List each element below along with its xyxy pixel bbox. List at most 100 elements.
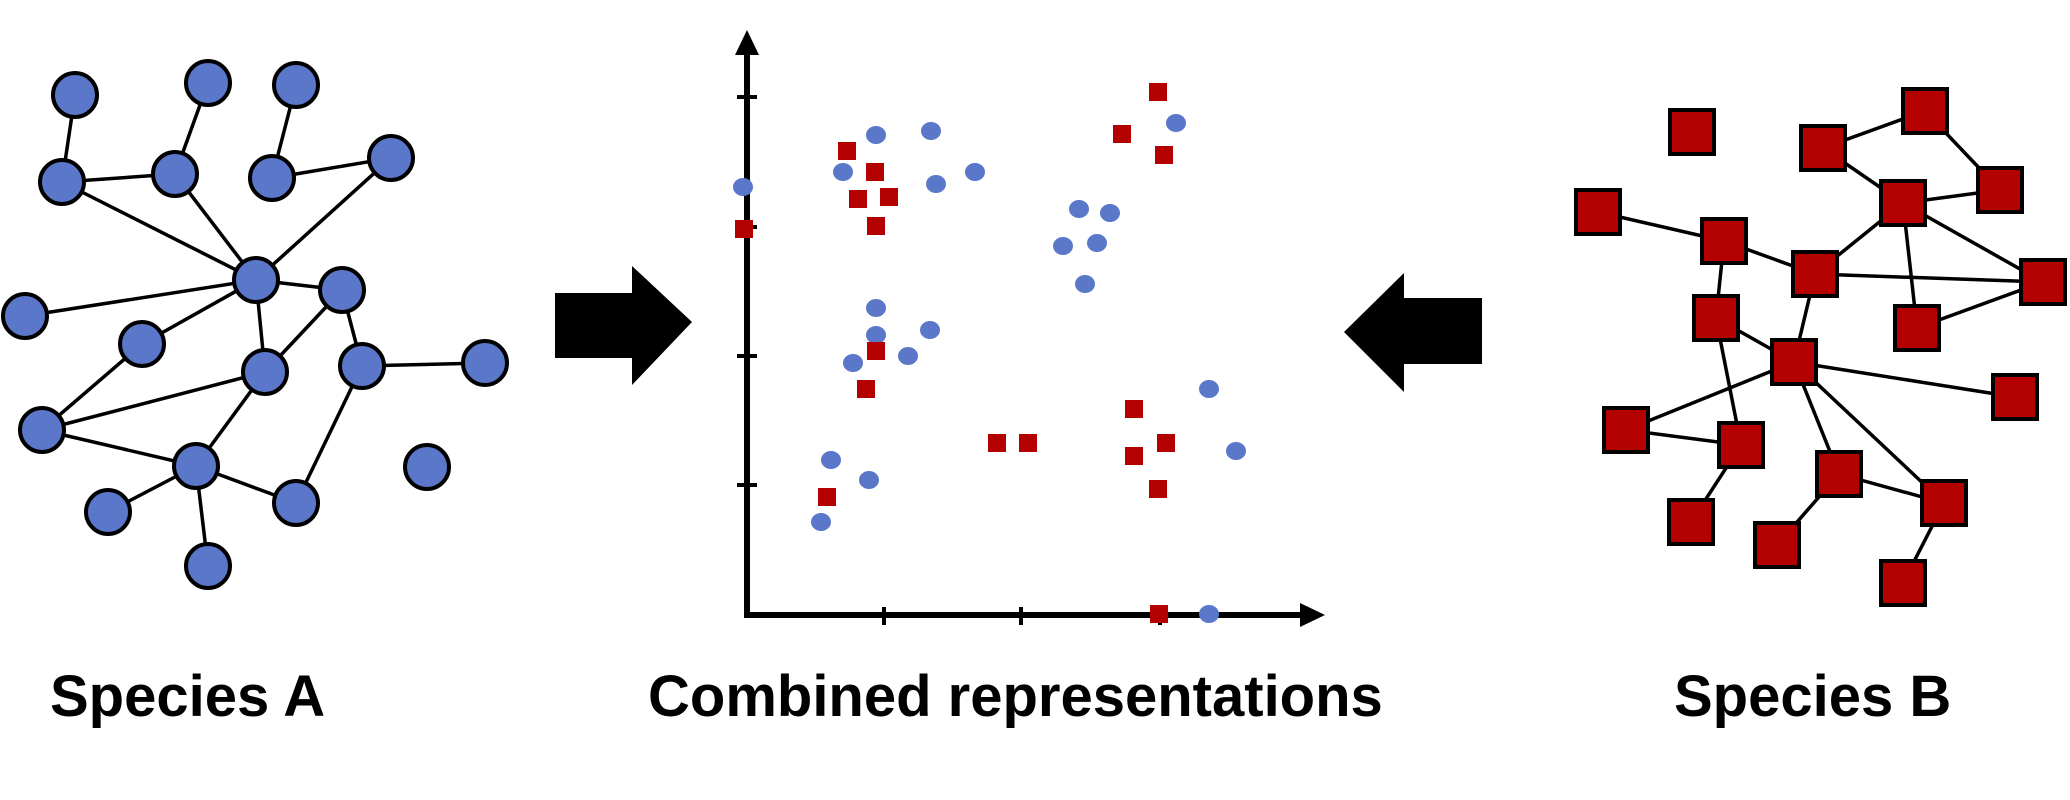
species-b-node [1893, 304, 1941, 352]
species-a-node [1, 292, 49, 340]
species-b-node [1667, 498, 1715, 546]
blue-point [866, 326, 886, 344]
species-b-edge [1792, 360, 1946, 505]
red-point [1150, 605, 1168, 623]
species-b-node [1668, 108, 1716, 156]
blue-point [821, 451, 841, 469]
red-point [818, 488, 836, 506]
blue-point [1087, 234, 1107, 252]
species-a-node [461, 339, 509, 387]
blue-point [1199, 605, 1219, 623]
red-point [1157, 434, 1175, 452]
blue-point [921, 122, 941, 140]
species-a-node [272, 61, 320, 109]
species-a-network [1, 59, 509, 590]
combined-representations-label: Combined representations [648, 664, 1383, 729]
red-point [867, 217, 885, 235]
species-a-node [184, 542, 232, 590]
blue-point [926, 175, 946, 193]
blue-point [1166, 114, 1186, 132]
species-a-node [241, 348, 289, 396]
combined-scatter-plot [733, 30, 1325, 627]
species-b-node [1815, 450, 1863, 498]
species-b-node [1753, 521, 1801, 569]
red-point [735, 220, 753, 238]
x-axis-arrowhead [1300, 603, 1325, 627]
red-point [1125, 447, 1143, 465]
blue-point [1199, 380, 1219, 398]
species-b-network [1574, 87, 2067, 607]
species-a-edge [41, 428, 197, 468]
red-point [1149, 480, 1167, 498]
species-a-edge [254, 156, 393, 282]
species-b-node [1692, 294, 1740, 342]
species-b-edge [1793, 360, 2016, 399]
blue-point [1075, 275, 1095, 293]
blue-point [866, 126, 886, 144]
species-a-node [18, 406, 66, 454]
blue-point [1053, 237, 1073, 255]
species-a-node [248, 154, 296, 202]
species-a-node [38, 158, 86, 206]
red-point [1125, 400, 1143, 418]
species-b-node [1602, 406, 1650, 454]
species-b-node [1717, 421, 1765, 469]
species-a-node [172, 442, 220, 490]
red-point [1113, 125, 1131, 143]
blue-point [1226, 442, 1246, 460]
species-a-node [318, 266, 366, 314]
red-point [1155, 146, 1173, 164]
species-a-node [151, 150, 199, 198]
species-a-node [232, 256, 280, 304]
blue-point [859, 471, 879, 489]
red-point [857, 380, 875, 398]
species-a-node [338, 342, 386, 390]
species-a-node [403, 443, 451, 491]
red-point [988, 434, 1006, 452]
red-point [867, 342, 885, 360]
species-b-node [1920, 479, 1968, 527]
species-a-node [184, 59, 232, 107]
species-b-edge [1625, 360, 1795, 432]
blue-point [866, 299, 886, 317]
species-b-node [1791, 250, 1839, 298]
y-axis-arrowhead [735, 30, 759, 55]
species-b-node [1976, 166, 2024, 214]
red-point [866, 163, 884, 181]
species-b-node [1879, 559, 1927, 607]
right-arrow [555, 266, 692, 385]
species-b-node [1901, 87, 1949, 135]
species-b-node [1574, 188, 1622, 236]
species-a-label: Species A [50, 664, 326, 729]
blue-point [965, 163, 985, 181]
blue-point [1100, 204, 1120, 222]
species-a-edge [41, 370, 266, 432]
species-a-edge [61, 180, 257, 282]
left-arrow [1344, 273, 1482, 392]
species-a-node [272, 479, 320, 527]
species-b-node [1991, 373, 2039, 421]
red-point [838, 142, 856, 160]
blue-point [920, 321, 940, 339]
blue-point [1069, 200, 1089, 218]
red-point [1019, 434, 1037, 452]
red-point [1149, 83, 1167, 101]
species-a-node [118, 320, 166, 368]
species-a-node [84, 488, 132, 536]
species-b-node [1879, 179, 1927, 227]
species-a-edge [24, 278, 257, 318]
species-a-node [367, 134, 415, 182]
blue-point [833, 163, 853, 181]
species-b-edge [1814, 272, 2044, 284]
species-a-edge [294, 365, 364, 504]
red-point [880, 188, 898, 206]
blue-point [811, 513, 831, 531]
species-b-label: Species B [1674, 664, 1952, 729]
species-b-node [1700, 217, 1748, 265]
species-b-node [1770, 338, 1818, 386]
blue-point [843, 354, 863, 372]
blue-point [898, 347, 918, 365]
species-b-node [2019, 258, 2067, 306]
blue-point [733, 178, 753, 196]
